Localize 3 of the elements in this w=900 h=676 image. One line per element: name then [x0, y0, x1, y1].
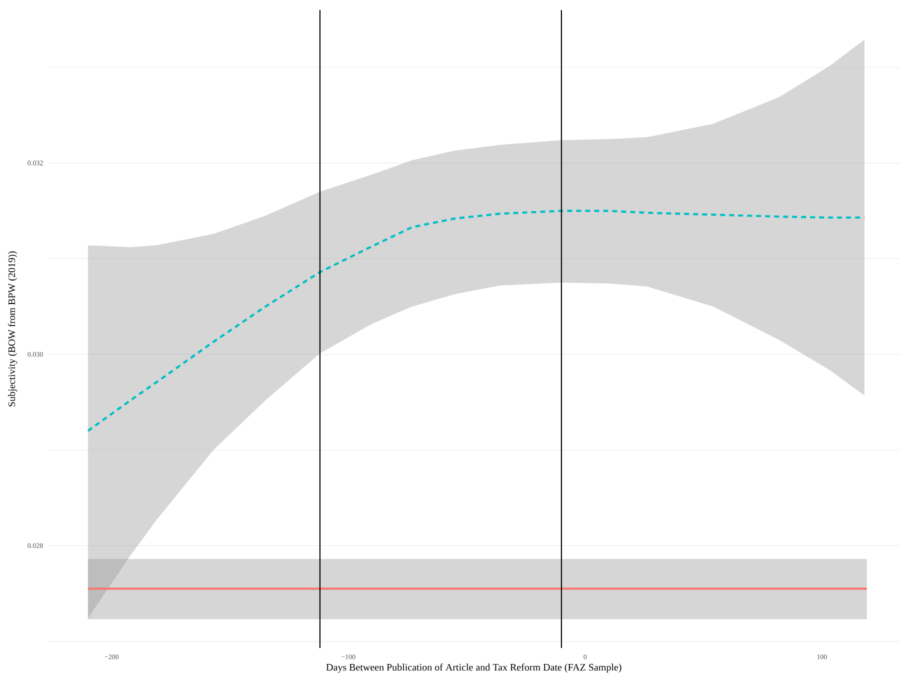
x-axis-title: Days Between Publication of Article and Tax Reform Date (FAZ Sample) — [326, 664, 622, 673]
line-series — [86, 210, 866, 432]
y-axis-title: Subjectivity (BOW from BPW (2019)) — [8, 251, 18, 406]
